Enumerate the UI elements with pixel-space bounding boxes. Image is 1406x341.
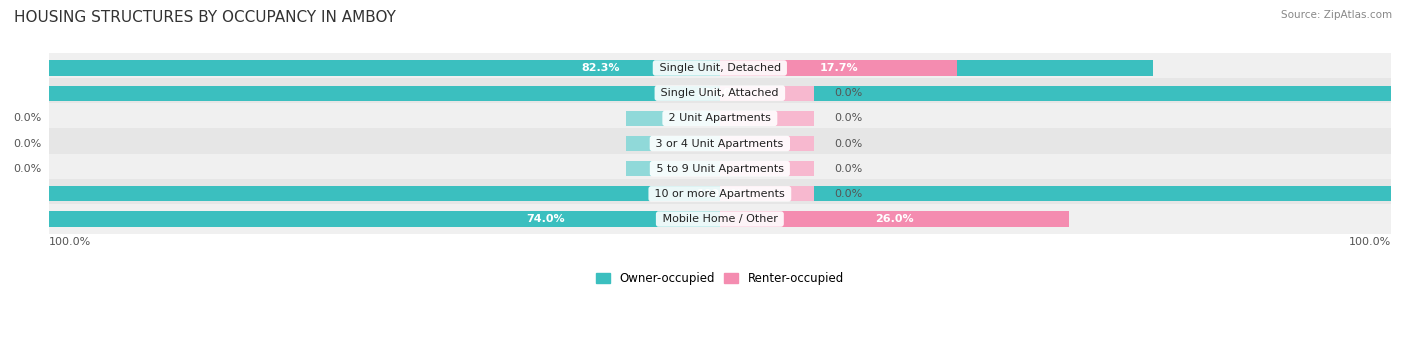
Text: 0.0%: 0.0%: [14, 164, 42, 174]
Bar: [720, 161, 814, 176]
Text: 0.0%: 0.0%: [834, 164, 862, 174]
Bar: [720, 186, 814, 202]
Text: Single Unit, Detached: Single Unit, Detached: [655, 63, 785, 73]
Text: 17.7%: 17.7%: [820, 63, 858, 73]
Text: 10 or more Apartments: 10 or more Apartments: [651, 189, 789, 199]
Text: 0.0%: 0.0%: [834, 138, 862, 149]
Bar: [49, 129, 1391, 159]
Text: 74.0%: 74.0%: [526, 214, 565, 224]
Bar: [720, 211, 1069, 226]
Bar: [720, 60, 957, 76]
Text: Mobile Home / Other: Mobile Home / Other: [658, 214, 782, 224]
Text: 2 Unit Apartments: 2 Unit Apartments: [665, 113, 775, 123]
Bar: [49, 78, 1391, 108]
Text: 26.0%: 26.0%: [875, 214, 914, 224]
Bar: [49, 204, 1391, 234]
Text: 0.0%: 0.0%: [834, 88, 862, 98]
Bar: [49, 86, 1391, 101]
Bar: [49, 211, 1042, 226]
Text: 0.0%: 0.0%: [14, 138, 42, 149]
Bar: [720, 136, 814, 151]
Text: 100.0%: 100.0%: [49, 237, 91, 247]
Text: HOUSING STRUCTURES BY OCCUPANCY IN AMBOY: HOUSING STRUCTURES BY OCCUPANCY IN AMBOY: [14, 10, 396, 25]
Bar: [626, 111, 720, 126]
Text: Single Unit, Attached: Single Unit, Attached: [658, 88, 782, 98]
Bar: [49, 179, 1391, 209]
Text: 3 or 4 Unit Apartments: 3 or 4 Unit Apartments: [652, 138, 787, 149]
Text: 0.0%: 0.0%: [834, 189, 862, 199]
Bar: [49, 186, 1391, 202]
Bar: [49, 153, 1391, 184]
Bar: [49, 53, 1391, 83]
Text: 5 to 9 Unit Apartments: 5 to 9 Unit Apartments: [652, 164, 787, 174]
Text: 100.0%: 100.0%: [1348, 237, 1391, 247]
Text: 0.0%: 0.0%: [834, 113, 862, 123]
Text: Source: ZipAtlas.com: Source: ZipAtlas.com: [1281, 10, 1392, 20]
Bar: [49, 103, 1391, 133]
Bar: [720, 111, 814, 126]
Bar: [626, 136, 720, 151]
Legend: Owner-occupied, Renter-occupied: Owner-occupied, Renter-occupied: [596, 272, 844, 285]
Text: 0.0%: 0.0%: [14, 113, 42, 123]
Bar: [626, 161, 720, 176]
Text: 82.3%: 82.3%: [582, 63, 620, 73]
Bar: [49, 60, 1153, 76]
Text: 100.0%: 100.0%: [697, 88, 742, 98]
Text: 100.0%: 100.0%: [697, 189, 742, 199]
Bar: [720, 86, 814, 101]
